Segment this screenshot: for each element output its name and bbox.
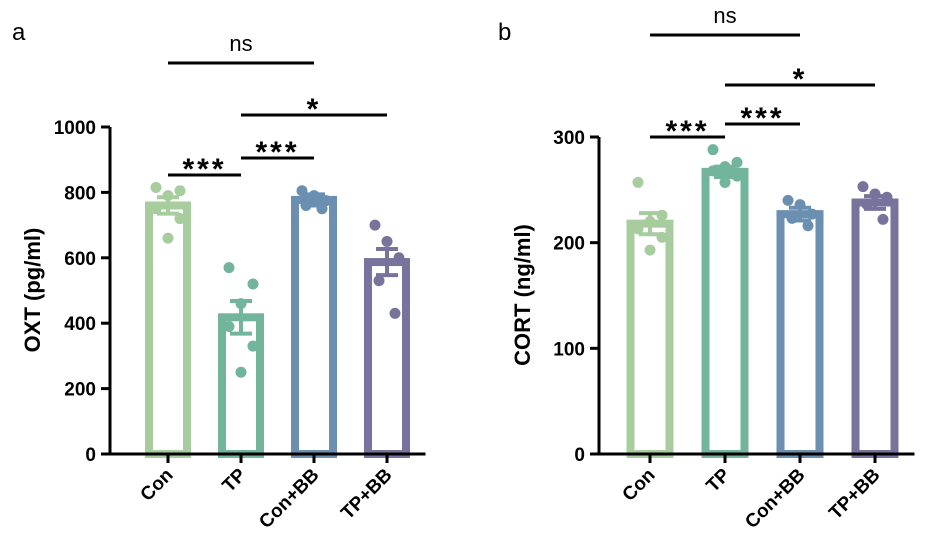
significance-label-2-b: *** [740, 102, 784, 135]
significance-label-2-a: *** [255, 136, 299, 169]
bar-con-plus-bb-a [291, 195, 337, 458]
significance-label-1-a: *** [182, 153, 226, 186]
bar-con-plus-bb-b [776, 210, 824, 458]
panel-letter-b: b [498, 19, 511, 46]
data-point-tp-5-b [731, 170, 743, 182]
data-point-tp-plus-bb-5-b [877, 213, 889, 225]
data-point-con-6-a [162, 232, 174, 244]
panel-b: b CORT (ng/ml) 0 100 200 300 Con TP Con+BB TP+B… [498, 3, 915, 533]
data-point-tp-3-b [719, 161, 731, 173]
data-point-tp-plus-bb-1-b [857, 181, 869, 193]
data-point-tp-plus-bb-1-a [369, 219, 381, 231]
bar-tp-plus-bb-a [364, 258, 410, 458]
y-tick-label-600-a: 600 [64, 249, 96, 270]
data-point-tp-2-b [731, 156, 743, 168]
x-tick-label-tp-b: TP [703, 464, 735, 496]
bar-con-b [626, 219, 674, 458]
data-point-con-plus-bb-3-b [806, 208, 818, 220]
x-tick-label-tp-plus-bb-b: TP+BB [825, 465, 884, 524]
data-point-con-plus-bb-2-a [308, 190, 320, 202]
x-tick-label-con-plus-bb-a: Con+BB [255, 465, 323, 533]
y-tick-label-200-b: 200 [553, 234, 585, 255]
significance-label-4-b: ns [713, 3, 736, 28]
data-point-con-plus-bb-5-a [316, 203, 328, 215]
data-point-con-5-b [656, 231, 668, 243]
data-point-con-4-a [150, 203, 162, 215]
y-tick-label-200-a: 200 [64, 380, 96, 401]
data-point-tp-6-a [235, 366, 247, 378]
y-tick-label-100-b: 100 [553, 339, 585, 360]
significance-label-3-a: * [307, 93, 322, 126]
data-point-tp-plus-bb-5-a [389, 307, 401, 319]
data-point-tp-plus-bb-2-a [381, 235, 393, 247]
significance-label-3-b: * [793, 63, 808, 96]
data-point-tp-6-b [719, 176, 731, 188]
panel-a: a OXT (pg/ml) 0 200 400 600 800 1000 Con TP Con+… [12, 19, 426, 533]
significance-label-4-a: ns [229, 31, 252, 56]
data-point-con-2-b [656, 209, 668, 221]
data-point-tp-4-a [223, 320, 235, 332]
data-point-tp-plus-bb-2-b [869, 188, 881, 200]
data-point-con-3-a [162, 190, 174, 202]
y-tick-label-0-b: 0 [574, 445, 585, 466]
data-point-tp-1-b [707, 144, 719, 156]
x-tick-label-con-b: Con [619, 465, 660, 506]
data-point-con-1-a [150, 181, 162, 193]
y-tick-label-800-a: 800 [64, 183, 96, 204]
data-point-tp-plus-bb-4-a [373, 275, 385, 287]
y-tick-label-300-b: 300 [553, 128, 585, 149]
bar-tp-b [701, 167, 749, 458]
panel-letter-a: a [12, 19, 26, 46]
data-point-con-plus-bb-4-a [300, 199, 312, 211]
data-point-con-2-a [174, 185, 186, 197]
x-tick-label-con-plus-bb-b: Con+BB [741, 465, 809, 533]
data-point-con-plus-bb-1-b [782, 194, 794, 206]
data-point-tp-1-a [223, 262, 235, 274]
x-tick-label-con-a: Con [137, 465, 178, 506]
data-point-con-1-b [632, 176, 644, 188]
data-point-con-plus-bb-5-b [802, 220, 814, 232]
significance-label-1-b: *** [665, 115, 709, 148]
data-point-con-plus-bb-1-a [296, 185, 308, 197]
data-point-con-4-b [632, 223, 644, 235]
bar-tp-a [218, 313, 264, 458]
data-point-con-3-b [644, 216, 656, 228]
data-point-tp-plus-bb-3-a [393, 252, 405, 264]
y-tick-label-1000-a: 1000 [54, 118, 96, 139]
y-axis-label-a: OXT (pg/ml) [20, 228, 45, 353]
data-point-con-plus-bb-4-b [786, 212, 798, 224]
data-point-con-plus-bb-2-b [794, 199, 806, 211]
x-tick-label-tp-plus-bb-a: TP+BB [337, 465, 396, 524]
data-point-tp-2-a [247, 278, 259, 290]
data-point-tp-plus-bb-4-b [861, 199, 873, 211]
data-point-tp-4-b [707, 165, 719, 177]
data-point-tp-5-a [247, 340, 259, 352]
data-point-con-5-a [174, 213, 186, 225]
data-point-con-plus-bb-3-a [320, 195, 332, 207]
y-axis-label-b: CORT (ng/ml) [510, 224, 535, 366]
data-point-tp-3-a [235, 298, 247, 310]
data-point-tp-plus-bb-3-b [881, 191, 893, 203]
y-tick-label-400-a: 400 [64, 314, 96, 335]
data-point-con-6-b [644, 244, 656, 256]
bar-tp-plus-bb-b [851, 198, 899, 458]
y-tick-label-0-a: 0 [85, 445, 96, 466]
x-tick-label-tp-a: TP [219, 464, 251, 496]
